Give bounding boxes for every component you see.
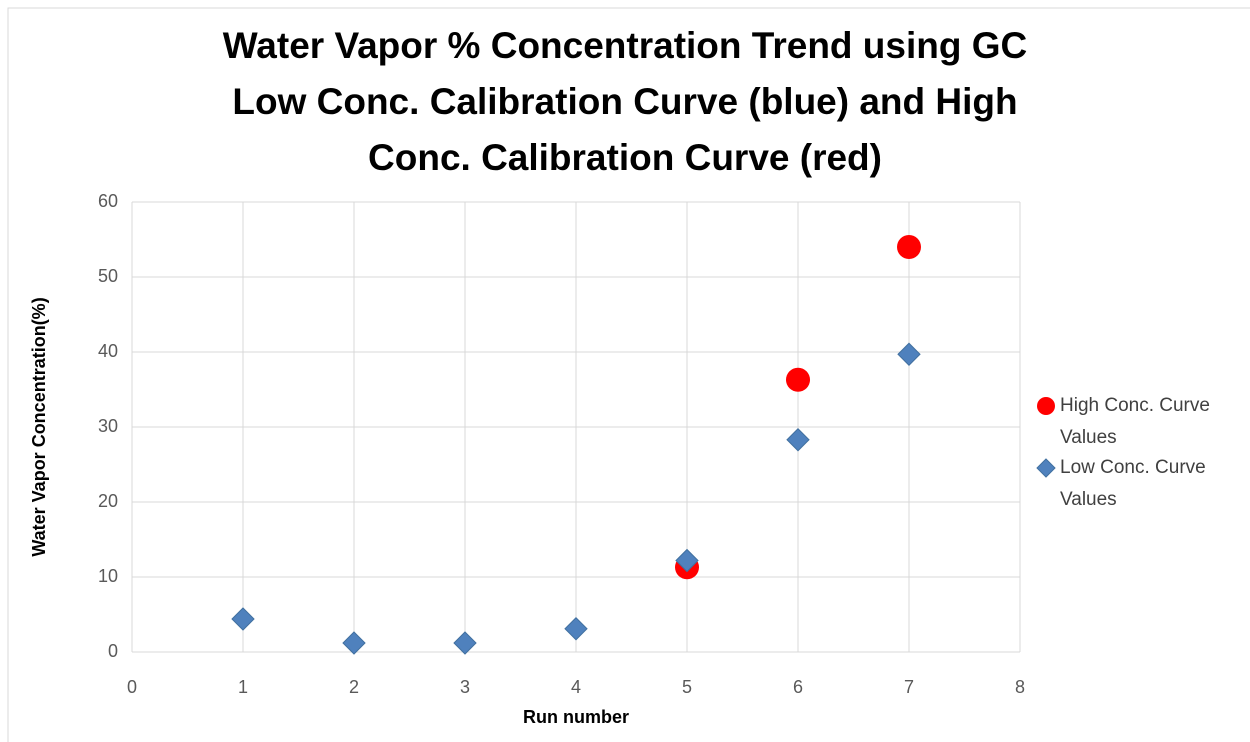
- x-tick-label: 0: [127, 677, 137, 697]
- chart-title-line: Conc. Calibration Curve (red): [368, 137, 882, 178]
- legend-label: High Conc. Curve Values: [1060, 395, 1210, 448]
- x-tick-label: 1: [238, 677, 248, 697]
- y-axis-label: Water Vapor Concentration(%): [29, 297, 49, 556]
- point: [897, 235, 921, 259]
- legend-marker: [1037, 397, 1055, 415]
- point: [786, 428, 810, 452]
- x-tick-label: 2: [349, 677, 359, 697]
- x-tick-label: 7: [904, 677, 914, 697]
- x-tick-label: 6: [793, 677, 803, 697]
- x-axis-label: Run number: [523, 707, 629, 727]
- x-tick-label: 3: [460, 677, 470, 697]
- x-tick-label: 5: [682, 677, 692, 697]
- y-tick-label: 0: [108, 641, 118, 661]
- point: [675, 548, 699, 573]
- x-tick-label: 4: [571, 677, 581, 697]
- legend-label: Low Conc. Curve Values: [1060, 457, 1206, 510]
- y-tick-label: 30: [98, 416, 118, 436]
- point: [231, 607, 255, 631]
- chart-title-line: Low Conc. Calibration Curve (blue) and H…: [232, 81, 1017, 122]
- point: [897, 342, 921, 366]
- point: [342, 631, 366, 655]
- point: [786, 367, 810, 392]
- y-tick-label: 50: [98, 266, 118, 286]
- y-tick-label: 10: [98, 566, 118, 586]
- y-tick-label: 20: [98, 491, 118, 511]
- y-tick-label: 40: [98, 341, 118, 361]
- chart-title-line: Water Vapor % Concentration Trend using …: [223, 25, 1028, 66]
- point: [564, 617, 588, 641]
- legend-marker: [1036, 458, 1056, 478]
- x-tick-label: 8: [1015, 677, 1025, 697]
- point: [453, 631, 477, 655]
- chart-border: [7, 7, 1250, 742]
- y-tick-label: 60: [98, 191, 118, 211]
